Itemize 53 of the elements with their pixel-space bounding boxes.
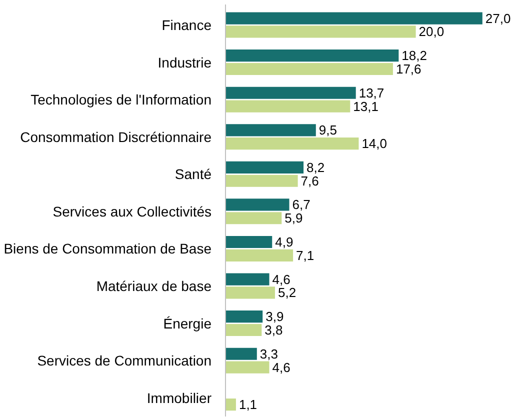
y-tick-label: Matériaux de base <box>96 278 212 294</box>
data-label: 3,9 <box>266 309 284 324</box>
bar <box>226 361 270 374</box>
data-label: 1,1 <box>238 397 258 412</box>
bar <box>226 236 272 248</box>
data-label: 7,1 <box>296 248 314 263</box>
data-label: 3,3 <box>260 346 278 362</box>
bar <box>226 286 275 299</box>
data-label: 6,7 <box>292 197 310 212</box>
y-tick-label: Consommation Discrétionnaire <box>20 128 212 145</box>
y-tick-label: Finance <box>162 17 212 34</box>
bar <box>226 324 262 336</box>
y-tick-label: Immobilier <box>146 390 212 406</box>
bar <box>226 50 399 62</box>
data-label: 5,9 <box>284 210 303 226</box>
y-tick-label: Services aux Collectivités <box>52 203 212 220</box>
bar <box>226 174 298 187</box>
y-tick-label: Technologies de l'Information <box>30 92 212 108</box>
data-label: 4,6 <box>272 272 290 287</box>
data-label: 20,0 <box>418 24 444 40</box>
bar <box>226 273 270 286</box>
y-tick-label: Santé <box>174 166 212 182</box>
y-tick-label: Industrie <box>158 54 212 70</box>
bar <box>226 138 359 150</box>
bar <box>226 310 263 323</box>
bar <box>226 212 282 224</box>
bar <box>226 12 482 24</box>
y-tick-label: Services de Communication <box>37 352 212 369</box>
bar <box>226 348 257 360</box>
data-label: 27,0 <box>485 10 511 26</box>
bar <box>226 249 294 262</box>
bar <box>226 198 290 211</box>
data-label: 14,0 <box>362 136 388 152</box>
y-tick-label: Biens de Consommation de Base <box>4 240 212 257</box>
bar <box>226 26 416 38</box>
data-label: 4,6 <box>272 360 290 375</box>
bar <box>226 86 356 99</box>
y-tick-label: Énergie <box>163 315 212 332</box>
data-label: 5,2 <box>278 285 296 300</box>
data-label: 4,9 <box>275 234 294 250</box>
bar <box>226 398 236 411</box>
data-label: 13,1 <box>353 98 378 114</box>
data-label: 9,5 <box>318 122 337 138</box>
bar <box>226 161 304 174</box>
data-label: 3,8 <box>264 322 283 338</box>
bar <box>226 62 393 76</box>
bar <box>226 100 350 112</box>
data-label: 17,6 <box>396 62 422 77</box>
data-label: 7,6 <box>300 173 319 188</box>
data-label: 8,2 <box>306 160 325 175</box>
data-label: 13,7 <box>358 85 384 100</box>
bar <box>226 124 316 136</box>
data-label: 18,2 <box>402 48 427 64</box>
